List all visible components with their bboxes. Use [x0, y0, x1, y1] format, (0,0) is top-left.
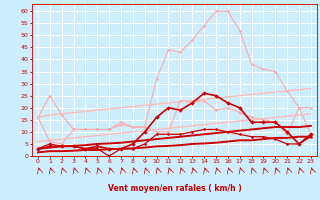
X-axis label: Vent moyen/en rafales ( km/h ): Vent moyen/en rafales ( km/h ) — [108, 184, 241, 193]
